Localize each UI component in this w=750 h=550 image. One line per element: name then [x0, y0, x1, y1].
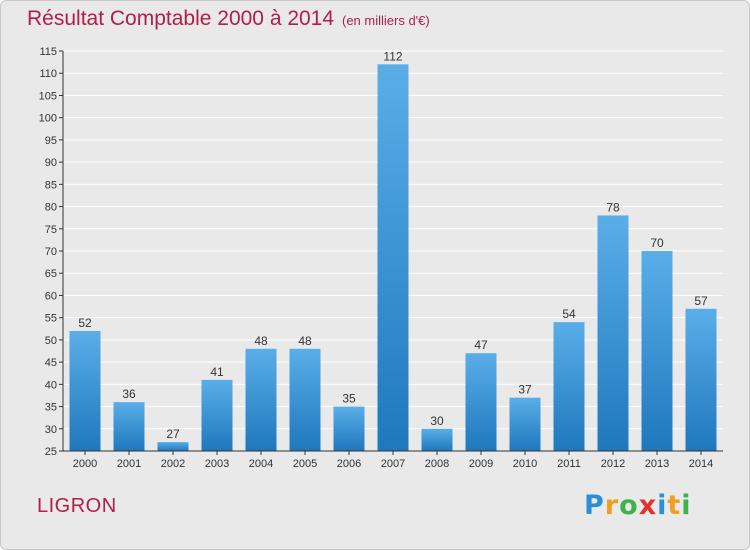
data-label: 48: [254, 334, 268, 348]
bar-2006: [333, 406, 365, 451]
bar-2005: [289, 348, 321, 451]
y-tick-label: 45: [45, 357, 57, 369]
x-tick-label: 2000: [73, 458, 97, 470]
y-tick-label: 100: [39, 113, 57, 125]
y-tick-label: 110: [39, 68, 57, 80]
x-tick-label: 2008: [425, 458, 449, 470]
x-tick-label: 2005: [293, 458, 317, 470]
data-label: 112: [383, 49, 402, 63]
data-label: 78: [606, 200, 620, 214]
x-tick-label: 2007: [381, 458, 405, 470]
bar-2000: [69, 331, 101, 451]
data-label: 52: [78, 316, 92, 330]
logo-letter: o: [619, 490, 639, 521]
y-tick-label: 55: [45, 313, 57, 325]
x-tick-label: 2002: [161, 458, 185, 470]
chart-subtitle: (en milliers d'€): [342, 13, 430, 28]
y-tick-label: 70: [45, 246, 57, 258]
data-label: 36: [122, 387, 136, 401]
bar-2002: [157, 442, 189, 451]
data-label: 41: [210, 365, 224, 379]
chart-title: Résultat Comptable 2000 à 2014: [27, 7, 335, 30]
bar-2009: [465, 353, 497, 451]
bar-2007: [377, 64, 409, 452]
data-label: 35: [342, 392, 356, 406]
x-tick-label: 2001: [117, 458, 141, 470]
y-tick-label: 60: [45, 290, 57, 302]
bar-2004: [245, 348, 277, 451]
proxiti-logo: Proxiti: [584, 490, 692, 521]
data-label: 48: [298, 334, 312, 348]
logo-letter: x: [638, 490, 658, 521]
data-label: 47: [474, 338, 488, 352]
logo-letter: i: [657, 490, 668, 521]
y-tick-label: 40: [45, 379, 57, 391]
data-label: 70: [650, 236, 664, 250]
x-tick-label: 2011: [557, 458, 581, 470]
x-tick-label: 2009: [469, 458, 493, 470]
x-tick-label: 2004: [249, 458, 273, 470]
x-tick-label: 2012: [601, 458, 625, 470]
y-axis: 25 30 35 40 45 50 55 60 65 70 75 80 85 90 95 100 105 110 1…: [39, 46, 64, 458]
y-tick-label: 35: [45, 402, 57, 414]
y-tick-label: 90: [45, 157, 57, 169]
data-label: 27: [166, 427, 180, 441]
logo-letter: P: [584, 490, 605, 521]
x-axis: 2000 2001 2002 2003 2004 2005 2006 2007 2008 2009…: [63, 450, 723, 470]
y-tick-label: 115: [39, 46, 57, 58]
bar-2011: [553, 322, 585, 451]
bars: 52 36 27 41 48 48 35 112 30 47 37 54 78 70 57: [69, 49, 717, 452]
y-tick-label: 75: [45, 224, 57, 236]
y-tick-label: 25: [45, 446, 57, 458]
data-label: 30: [430, 414, 444, 428]
y-tick-label: 95: [45, 135, 57, 147]
logo-letter: i: [681, 490, 692, 521]
bar-2013: [641, 251, 673, 451]
x-tick-label: 2013: [645, 458, 669, 470]
logo-letter: r: [604, 490, 620, 521]
bar-2001: [113, 402, 145, 451]
data-label: 37: [518, 383, 532, 397]
x-tick-label: 2006: [337, 458, 361, 470]
bar-2012: [597, 215, 629, 451]
x-tick-label: 2010: [513, 458, 537, 470]
bar-2008: [421, 428, 453, 451]
x-tick-label: 2014: [689, 458, 713, 470]
bar-2010: [509, 397, 541, 451]
y-tick-label: 50: [45, 335, 57, 347]
bar-2014: [685, 308, 717, 451]
y-tick-label: 30: [45, 424, 57, 436]
y-tick-label: 65: [45, 268, 57, 280]
bar-2003: [201, 379, 233, 451]
data-label: 54: [562, 307, 576, 321]
y-tick-label: 80: [45, 202, 57, 214]
y-tick-label: 85: [45, 179, 57, 191]
y-tick-label: 105: [39, 90, 57, 102]
logo-letter: t: [667, 490, 682, 521]
place-name: LIGRON: [37, 495, 117, 517]
x-tick-label: 2003: [205, 458, 229, 470]
data-label: 57: [694, 294, 708, 308]
